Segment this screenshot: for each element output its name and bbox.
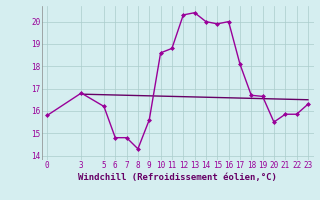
X-axis label: Windchill (Refroidissement éolien,°C): Windchill (Refroidissement éolien,°C): [78, 173, 277, 182]
